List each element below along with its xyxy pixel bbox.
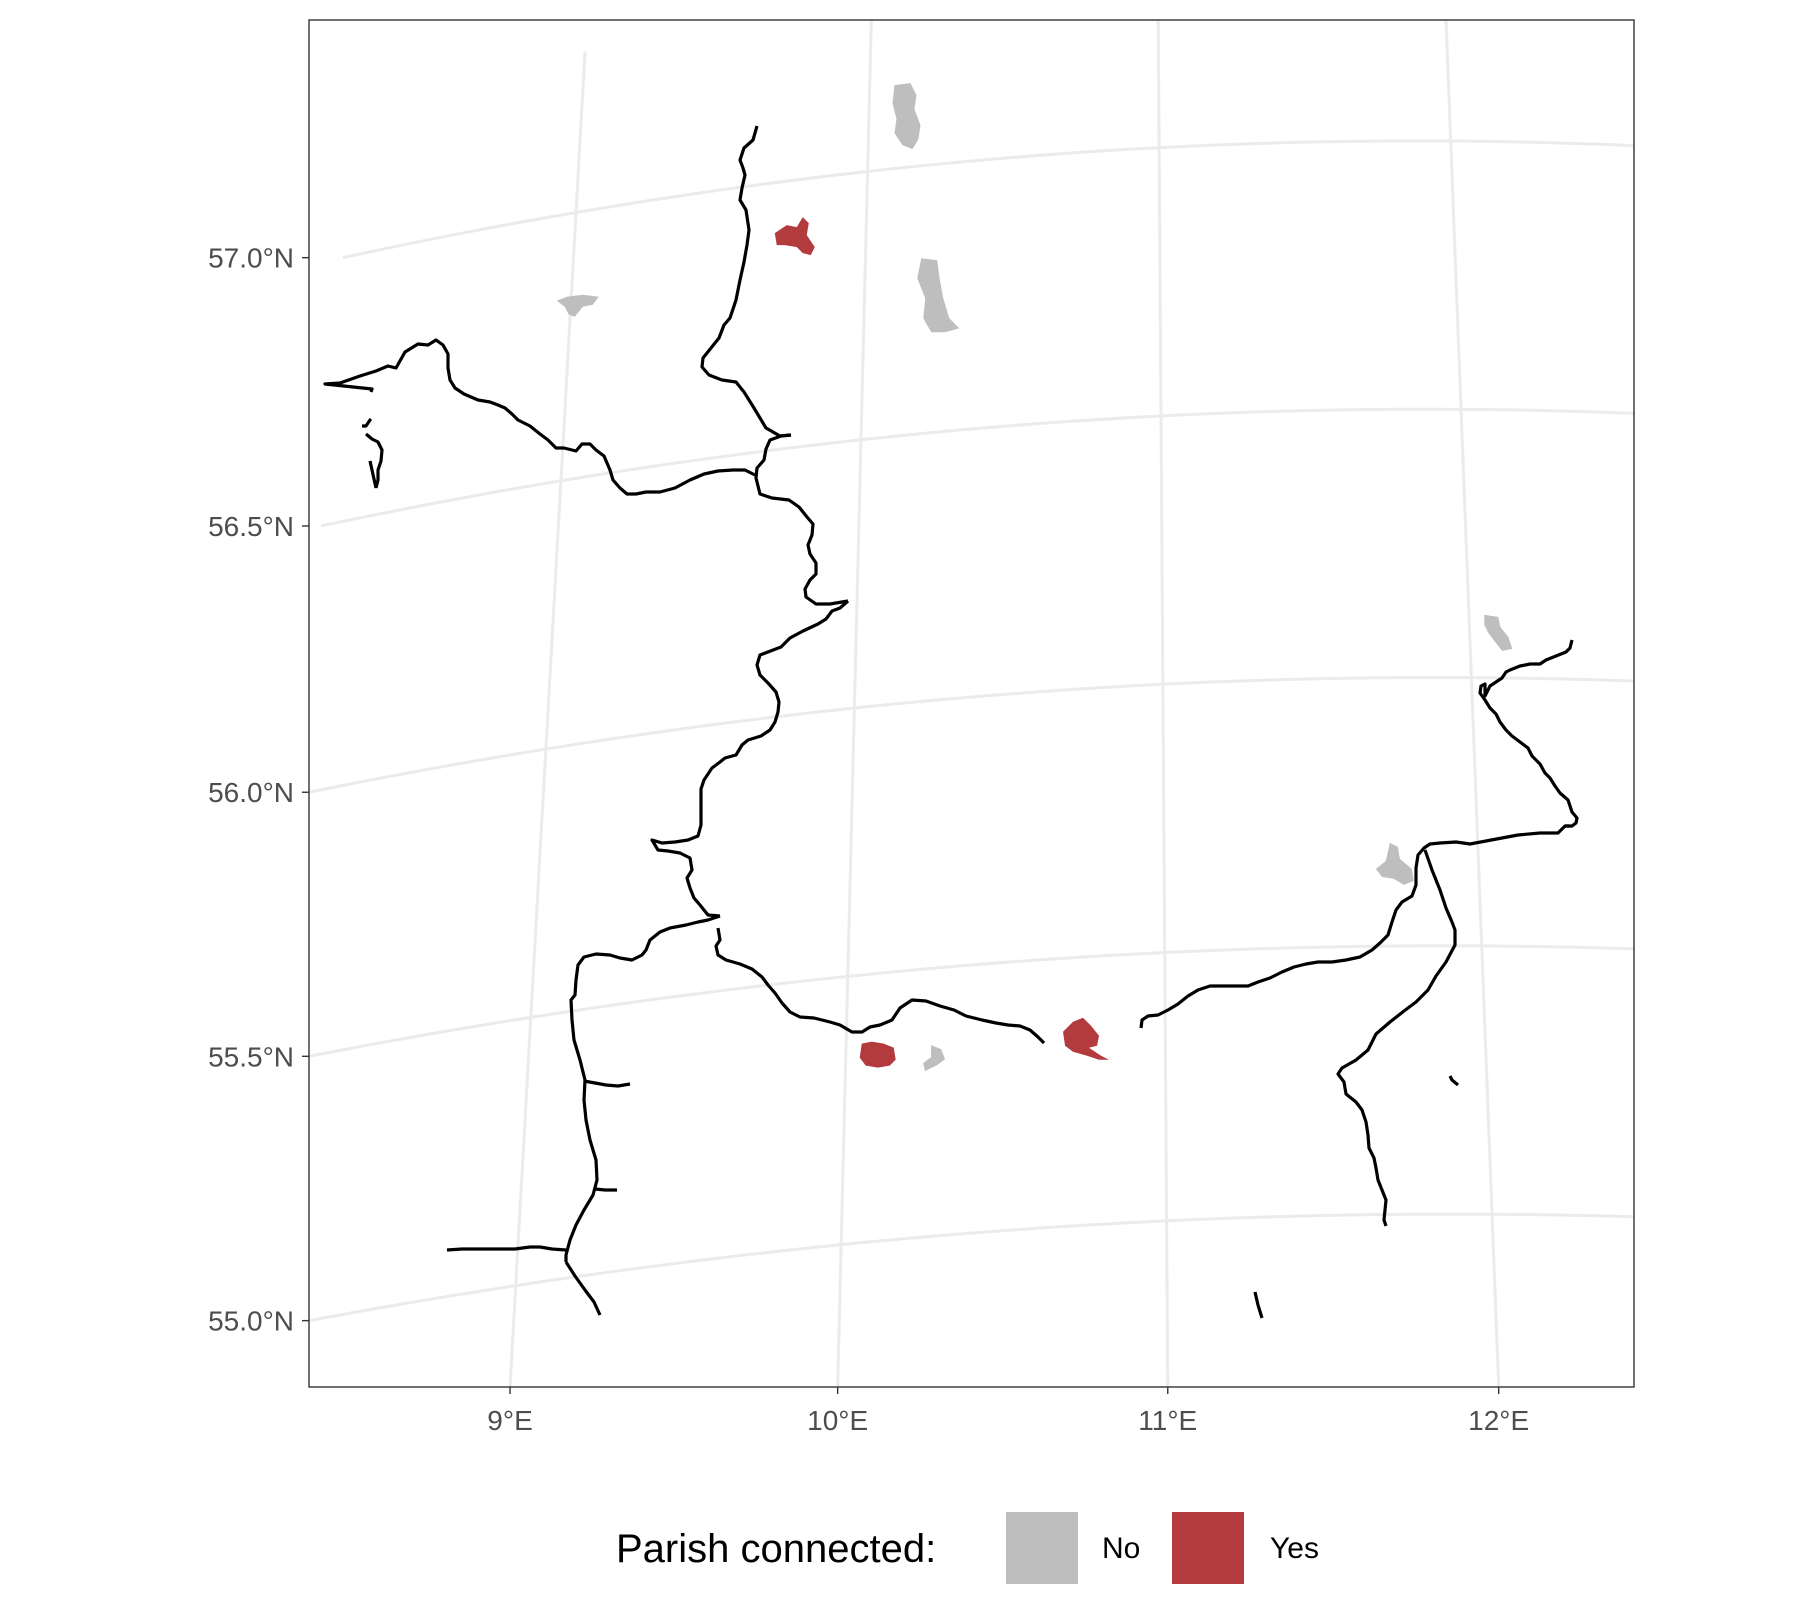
parallel-line: [320, 407, 1634, 528]
y-tick-label: 56.5°N: [208, 511, 294, 542]
road-segment: [700, 125, 792, 438]
meridian-line: [1156, 20, 1170, 1387]
y-tick-label: 57.0°N: [208, 243, 294, 274]
road-segment: [564, 914, 721, 1262]
road-segment: [564, 1261, 602, 1316]
road-segment: [1336, 849, 1457, 1227]
parish-not-connected: [556, 294, 599, 317]
parish-not-connected: [923, 1045, 946, 1072]
road-segment: [368, 460, 378, 489]
legend-label-yes: Yes: [1270, 1532, 1319, 1565]
graticule-grid: [309, 20, 1634, 1387]
road-segment: [1253, 1291, 1264, 1319]
parish-not-connected: [892, 83, 921, 150]
road-segment: [650, 599, 850, 918]
legend-swatch-yes: [1172, 1512, 1244, 1584]
parish-not-connected: [1375, 842, 1414, 885]
legend-swatch-no: [1006, 1512, 1078, 1584]
parallel-line: [342, 139, 1634, 260]
road-segment: [1139, 824, 1570, 1029]
parish-connected: [1063, 1017, 1110, 1060]
meridian-line: [1444, 20, 1501, 1387]
legend: Parish connected: No Yes: [616, 1512, 1319, 1584]
parish-polygons: [556, 83, 1513, 1072]
parallel-line: [309, 676, 1634, 794]
x-axis: 9°E 10°E 11°E 12°E: [487, 1387, 1529, 1436]
road-segment: [446, 1245, 567, 1252]
meridian-line: [836, 20, 873, 1387]
x-tick-label: 10°E: [807, 1405, 868, 1436]
road-segment: [364, 432, 384, 489]
road-segment: [594, 1187, 617, 1192]
y-tick-label: 55.0°N: [208, 1306, 294, 1337]
legend-title: Parish connected:: [616, 1527, 936, 1571]
road-segment: [362, 417, 373, 428]
road-segment: [1448, 1075, 1460, 1087]
y-tick-label: 56.0°N: [208, 777, 294, 808]
parish-connected: [859, 1041, 896, 1068]
parallel-line: [309, 1212, 1634, 1323]
parish-not-connected: [917, 258, 960, 333]
x-tick-label: 12°E: [1468, 1405, 1529, 1436]
road-network: [323, 125, 1579, 1319]
parallel-line: [309, 944, 1634, 1058]
road-segment: [583, 1079, 631, 1088]
map-panel-frame: [308, 19, 1635, 1388]
y-axis: 55.0°N 55.5°N 56.0°N 56.5°N 57.0°N: [208, 243, 309, 1337]
x-tick-label: 9°E: [487, 1405, 532, 1436]
road-segment: [1478, 639, 1579, 828]
road-segment: [323, 338, 756, 496]
parish-connected: [774, 217, 815, 256]
x-tick-label: 11°E: [1138, 1405, 1197, 1436]
meridian-line: [508, 51, 587, 1387]
y-tick-label: 55.5°N: [208, 1041, 294, 1072]
map-panel-background: [309, 20, 1634, 1387]
legend-label-no: No: [1102, 1532, 1140, 1565]
parish-not-connected: [1484, 614, 1513, 651]
road-segment: [754, 433, 849, 606]
road-segment: [714, 927, 1046, 1045]
